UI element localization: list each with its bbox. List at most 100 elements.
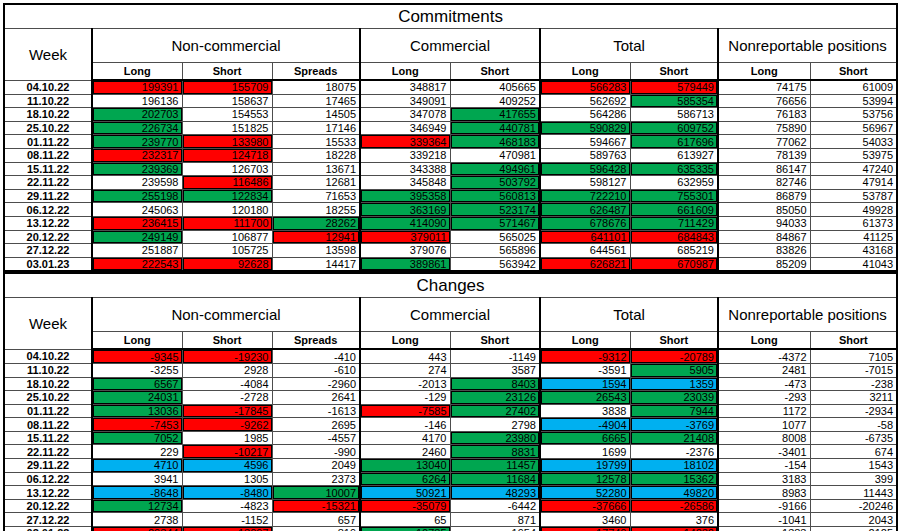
week-cell: 11.10.22 — [4, 363, 92, 377]
value-cell: -4823 — [182, 499, 272, 513]
table-row: 13.12.2223641511170028262414090571467678… — [4, 216, 897, 230]
value-cell: 11684 — [450, 472, 540, 486]
value-cell: 49820 — [630, 486, 718, 500]
value-cell: 76183 — [718, 108, 810, 122]
value-cell: 222543 — [92, 257, 182, 271]
value-cell: 8983 — [718, 486, 810, 500]
week-header: Week — [4, 298, 92, 350]
value-cell: 571467 — [450, 216, 540, 230]
group-header-nonreportable: Nonreportable positions — [718, 298, 897, 332]
week-cell: 06.12.22 — [4, 203, 92, 217]
value-cell: 4170 — [360, 431, 450, 445]
table-title-commitments: Commitments — [4, 4, 897, 29]
table-row: 29.11.2225519812283471653395358560813722… — [4, 189, 897, 203]
value-cell: -7453 — [92, 418, 182, 432]
col-header-nc-spreads: Spreads — [272, 332, 360, 350]
group-header-nonreportable: Nonreportable positions — [718, 29, 897, 63]
value-cell: 1594 — [540, 377, 630, 391]
week-cell: 13.12.22 — [4, 486, 92, 500]
value-cell: 1985 — [182, 431, 272, 445]
value-cell: 23039 — [630, 391, 718, 405]
week-cell: 06.12.22 — [4, 472, 92, 486]
value-cell: 23126 — [450, 391, 540, 405]
value-cell: 18102 — [630, 459, 718, 473]
value-cell: -8648 — [92, 486, 182, 500]
value-cell: -19230 — [182, 349, 272, 363]
value-cell: 1077 — [718, 418, 810, 432]
value-cell: 349091 — [360, 94, 450, 108]
value-cell: -146 — [360, 418, 450, 432]
col-header-c-long: Long — [360, 63, 450, 81]
value-cell: 239598 — [92, 176, 182, 190]
value-cell: 598127 — [540, 176, 630, 190]
value-cell: 106877 — [182, 230, 272, 244]
week-cell: 18.10.22 — [4, 108, 92, 122]
value-cell: 617696 — [630, 135, 718, 149]
table-row: 08.11.2223231712471818228339218470981589… — [4, 148, 897, 162]
col-header-c-short: Short — [450, 63, 540, 81]
value-cell: -13097 — [182, 527, 272, 531]
week-cell: 03.01.23 — [4, 527, 92, 531]
value-cell: -2125 — [810, 527, 897, 531]
value-cell: 155709 — [182, 80, 272, 94]
value-cell: 245063 — [92, 203, 182, 217]
table-row: 18.10.226567-4084-2960-2013840315941359-… — [4, 377, 897, 391]
value-cell: 3587 — [450, 363, 540, 377]
value-cell: 339364 — [360, 135, 450, 149]
value-cell: 348817 — [360, 80, 450, 94]
value-cell: 196136 — [92, 94, 182, 108]
value-cell: 632959 — [630, 176, 718, 190]
value-cell: 41043 — [810, 257, 897, 271]
value-cell: -10217 — [182, 445, 272, 459]
col-header-t-short: Short — [630, 63, 718, 81]
group-header-noncommercial: Non-commercial — [92, 298, 360, 332]
week-header: Week — [4, 29, 92, 81]
value-cell: 41125 — [810, 230, 897, 244]
table-row: 22.11.22229-10217-990246088311699-2376-3… — [4, 445, 897, 459]
value-cell: 53975 — [810, 148, 897, 162]
week-cell: 08.11.22 — [4, 148, 92, 162]
value-cell: 15533 — [272, 135, 360, 149]
value-cell: 1305 — [182, 472, 272, 486]
value-cell: 105725 — [182, 244, 272, 258]
value-cell: -4557 — [272, 431, 360, 445]
value-cell: 13671 — [272, 162, 360, 176]
changes-table: Changes Week Non-commercial Commercial T… — [3, 272, 898, 531]
value-cell: 83826 — [718, 244, 810, 258]
value-cell: 47240 — [810, 162, 897, 176]
value-cell: 7052 — [92, 431, 182, 445]
value-cell: 18075 — [272, 80, 360, 94]
value-cell: 65 — [360, 513, 450, 527]
value-cell: 2928 — [182, 363, 272, 377]
group-header-total: Total — [540, 298, 718, 332]
value-cell: -15321 — [272, 499, 360, 513]
week-cell: 15.11.22 — [4, 162, 92, 176]
week-cell: 25.10.22 — [4, 121, 92, 135]
value-cell: 75890 — [718, 121, 810, 135]
value-cell: 27402 — [450, 404, 540, 418]
value-cell: 722210 — [540, 189, 630, 203]
value-cell: 7105 — [810, 349, 897, 363]
week-cell: 20.12.22 — [4, 230, 92, 244]
value-cell: 53787 — [810, 189, 897, 203]
week-cell: 25.10.22 — [4, 391, 92, 405]
col-header-nr-long: Long — [718, 63, 810, 81]
value-cell: 564286 — [540, 108, 630, 122]
value-cell: 151825 — [182, 121, 272, 135]
value-cell: 76656 — [718, 94, 810, 108]
value-cell: 684843 — [630, 230, 718, 244]
value-cell: 18255 — [272, 203, 360, 217]
week-cell: 01.11.22 — [4, 135, 92, 149]
value-cell: 17465 — [272, 94, 360, 108]
value-cell: 560813 — [450, 189, 540, 203]
value-cell: 4710 — [92, 459, 182, 473]
table-row: 11.10.22-32552928-6102743587-35915905248… — [4, 363, 897, 377]
value-cell: 594667 — [540, 135, 630, 149]
value-cell: 10785 — [360, 527, 450, 531]
value-cell: 49928 — [810, 203, 897, 217]
value-cell: 586713 — [630, 108, 718, 122]
value-cell: 389861 — [360, 257, 450, 271]
value-cell: -20789 — [630, 349, 718, 363]
col-header-nr-long: Long — [718, 332, 810, 350]
value-cell: 626821 — [540, 257, 630, 271]
